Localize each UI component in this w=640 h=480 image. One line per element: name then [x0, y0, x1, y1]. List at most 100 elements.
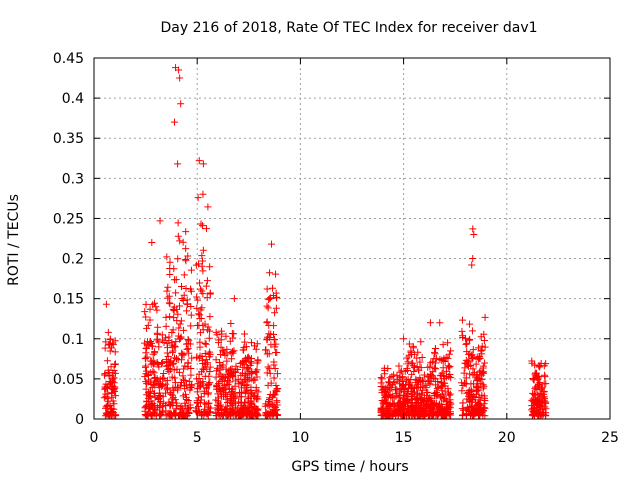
- data-point: [267, 379, 275, 387]
- data-point: [215, 336, 223, 344]
- data-point: [242, 343, 250, 351]
- data-point: [184, 363, 192, 371]
- data-point: [164, 384, 172, 392]
- data-point: [223, 370, 231, 378]
- x-tick-label: 20: [498, 430, 516, 446]
- data-point: [447, 347, 455, 355]
- data-point: [237, 371, 245, 379]
- data-point: [203, 410, 211, 418]
- data-point: [423, 388, 431, 396]
- data-point: [229, 371, 237, 379]
- data-point: [243, 410, 251, 418]
- data-point: [433, 384, 441, 392]
- data-point: [447, 400, 455, 408]
- data-point: [174, 219, 182, 227]
- data-point: [269, 284, 277, 292]
- data-point: [174, 255, 182, 263]
- data-point: [197, 285, 205, 293]
- data-point: [533, 409, 541, 417]
- data-point: [101, 370, 109, 378]
- data-point: [244, 377, 252, 385]
- data-point: [197, 381, 205, 389]
- data-point: [462, 340, 470, 348]
- data-point: [529, 410, 537, 418]
- data-point: [475, 375, 483, 383]
- data-point: [202, 340, 210, 348]
- data-point: [418, 378, 426, 386]
- data-point: [405, 411, 413, 419]
- data-point: [429, 401, 437, 409]
- data-point: [439, 382, 447, 390]
- data-point: [224, 377, 232, 385]
- data-point: [241, 370, 249, 378]
- data-point: [481, 313, 489, 321]
- data-point: [235, 380, 243, 388]
- data-point: [244, 353, 252, 361]
- data-point: [541, 395, 549, 403]
- data-point: [172, 289, 180, 297]
- data-point: [170, 386, 178, 394]
- data-point: [247, 397, 255, 405]
- data-point: [390, 371, 398, 379]
- data-point: [458, 327, 466, 335]
- data-point: [156, 217, 164, 225]
- data-point: [195, 310, 203, 318]
- data-point: [479, 384, 487, 392]
- data-point: [213, 364, 221, 372]
- data-point: [178, 350, 186, 358]
- data-point: [437, 371, 445, 379]
- data-point: [187, 364, 195, 372]
- data-point: [102, 403, 110, 411]
- data-point: [481, 359, 489, 367]
- data-point: [217, 392, 225, 400]
- data-point: [141, 339, 149, 347]
- data-point: [142, 362, 150, 370]
- data-point: [529, 376, 537, 384]
- data-point: [472, 373, 480, 381]
- data-point: [400, 335, 408, 343]
- data-point: [187, 383, 195, 391]
- data-point: [103, 401, 111, 409]
- data-point: [151, 394, 159, 402]
- data-point: [476, 380, 484, 388]
- data-point: [265, 296, 273, 304]
- data-point: [266, 369, 274, 377]
- data-point: [243, 386, 251, 394]
- data-point: [106, 377, 114, 385]
- data-point: [388, 372, 396, 380]
- data-point: [182, 245, 190, 253]
- data-point: [408, 393, 416, 401]
- data-point: [539, 410, 547, 418]
- data-point: [204, 203, 212, 211]
- data-point: [102, 393, 110, 401]
- data-point: [271, 343, 279, 351]
- data-point: [268, 240, 276, 248]
- data-point: [179, 392, 187, 400]
- data-point: [199, 190, 207, 198]
- data-point: [206, 367, 214, 375]
- data-point: [184, 345, 192, 353]
- data-point: [141, 308, 149, 316]
- data-point: [433, 391, 441, 399]
- data-point: [186, 401, 194, 409]
- y-tick-label: 0: [75, 412, 84, 428]
- data-point: [111, 360, 119, 368]
- data-point: [222, 389, 230, 397]
- data-point: [444, 339, 452, 347]
- data-point: [230, 330, 238, 338]
- data-point: [432, 359, 440, 367]
- data-point: [263, 336, 271, 344]
- data-point: [535, 393, 543, 401]
- data-point: [176, 74, 184, 82]
- data-point: [111, 361, 119, 369]
- data-point: [105, 411, 113, 419]
- data-point: [195, 157, 203, 165]
- data-point: [169, 326, 177, 334]
- data-point: [229, 348, 237, 356]
- data-point: [182, 257, 190, 265]
- data-point: [240, 330, 248, 338]
- data-point: [230, 295, 238, 303]
- data-point: [223, 350, 231, 358]
- data-point: [143, 353, 151, 361]
- data-point: [407, 347, 415, 355]
